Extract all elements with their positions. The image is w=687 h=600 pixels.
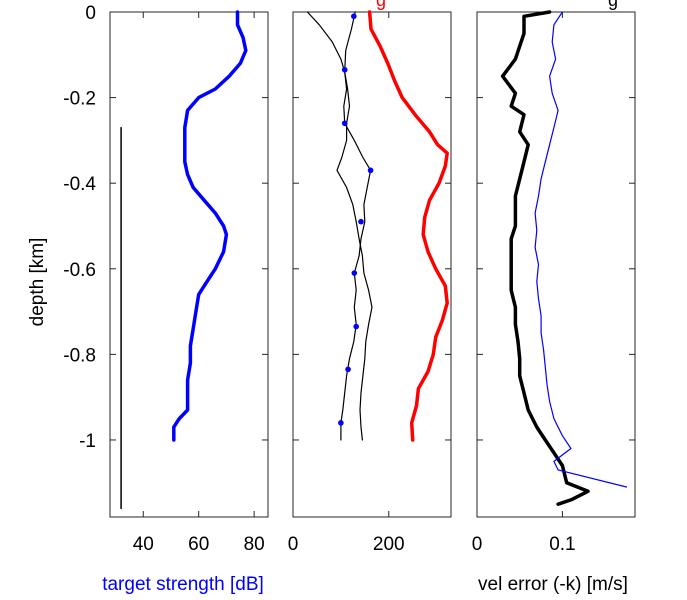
series-line-0 — [172, 10, 248, 442]
x-tick-label: 200 — [373, 534, 405, 555]
panel-left: 40 60 80 0 -0.2 -0.4 -0.6 -0.8 -1 — [63, 3, 269, 555]
marker-point — [351, 13, 357, 20]
marker-point — [353, 323, 360, 330]
panel-right: 0 0.1 — [472, 10, 636, 555]
y-tick-label: 0 — [85, 3, 96, 24]
marker-point — [338, 420, 344, 426]
series-line-0 — [500, 10, 590, 506]
title-fragment-right: g — [608, 0, 618, 10]
axes-box — [109, 11, 269, 518]
x-tick-label: 0 — [472, 534, 483, 555]
y-axis-label: depth [km] — [27, 238, 48, 327]
x-axis-label-target-strength: target strength [dB] — [102, 574, 264, 595]
series-line-1 — [534, 11, 628, 488]
marker-point — [367, 167, 374, 174]
x-tick-label: 80 — [244, 534, 265, 555]
marker-point — [358, 218, 364, 225]
x-tick-label: 0 — [288, 534, 299, 555]
series-line-1 — [306, 11, 372, 441]
x-tick-label: 0.1 — [549, 534, 575, 555]
marker-point — [345, 366, 351, 373]
y-tick-label: -0.2 — [63, 89, 96, 110]
marker-point — [341, 120, 348, 127]
x-tick-label: 40 — [133, 534, 154, 555]
series-line-0 — [367, 10, 449, 442]
y-tick-label: -0.4 — [63, 174, 96, 195]
y-tick-label: -0.6 — [63, 260, 96, 281]
x-axis-label-vel-error: vel error (-k) [m/s] — [478, 574, 628, 595]
y-tick-label: -0.8 — [63, 345, 96, 366]
title-fragment-middle: g — [376, 0, 386, 10]
x-tick-label: 60 — [188, 534, 209, 555]
panel-middle: 0 200 — [288, 10, 452, 555]
axes-box — [476, 11, 636, 518]
axes-box — [292, 11, 452, 518]
series-line-2 — [336, 11, 373, 441]
marker-point — [351, 270, 358, 276]
y-tick-label: -1 — [79, 431, 96, 452]
marker-point — [341, 66, 348, 73]
